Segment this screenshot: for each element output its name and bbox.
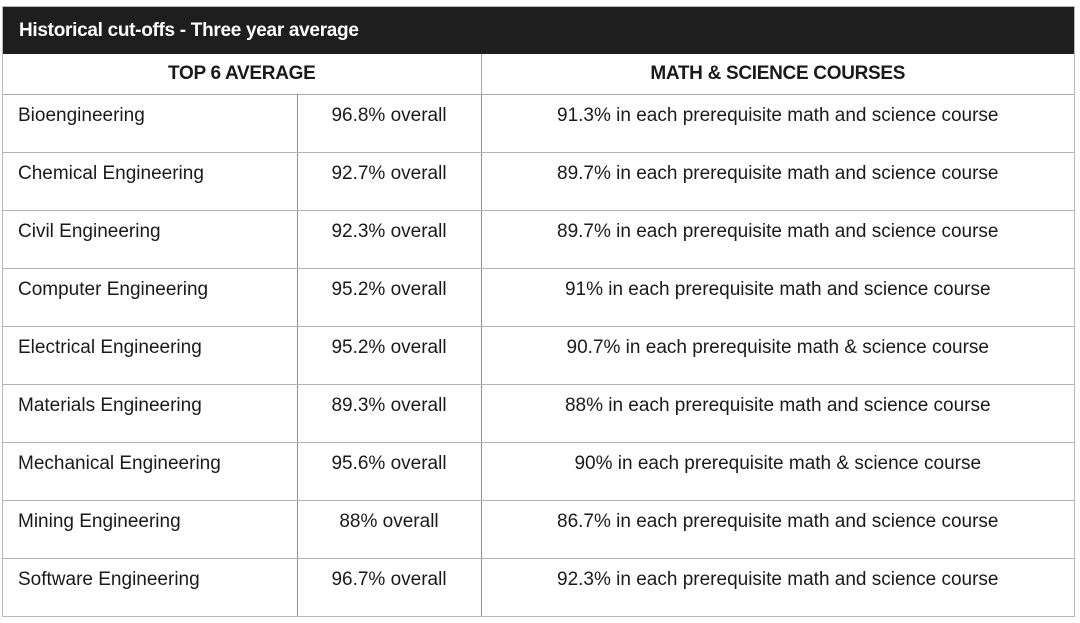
table-row: Electrical Engineering 95.2% overall 90.7%… (3, 326, 1074, 385)
math-science-cell: 91.3% in each prerequisite math and scie… (480, 94, 1074, 153)
overall-average-cell: 96.8% overall (296, 94, 482, 153)
top6-average-header: TOP 6 AVERAGE (3, 54, 482, 95)
overall-average-cell-text: 89.3% overall (331, 394, 447, 416)
overall-average-cell: 92.7% overall (296, 152, 482, 211)
cutoffs-table-card: Historical cut-offs - Three year average… (2, 6, 1075, 617)
overall-average-cell-text: 95.2% overall (331, 336, 447, 358)
overall-average-cell-text: 95.6% overall (331, 452, 447, 474)
table-row: Mining Engineering 88% overall 86.7% in ea… (3, 500, 1074, 559)
program-name-cell: Bioengineering (3, 94, 297, 153)
table-row: Materials Engineering 89.3% overall 88% in… (3, 384, 1074, 443)
math-science-cell-text: 92.3% in each prerequisite math and scie… (557, 568, 999, 590)
program-name-cell: Electrical Engineering (3, 326, 297, 385)
math-science-cell: 92.3% in each prerequisite math and scie… (480, 558, 1074, 616)
overall-average-cell-text: 96.8% overall (331, 104, 447, 126)
table-row: Chemical Engineering 92.7% overall 89.7% i… (3, 152, 1074, 211)
program-name-cell: Materials Engineering (3, 384, 297, 443)
cutoffs-table: TOP 6 AVERAGE MATH & SCIENCE COURSES Bio… (3, 54, 1074, 616)
math-science-cell: 90.7% in each prerequisite math & scienc… (480, 326, 1074, 385)
math-science-cell-text: 91.3% in each prerequisite math and scie… (557, 104, 999, 126)
program-name-cell-text: Computer Engineering (18, 278, 209, 300)
math-science-cell: 86.7% in each prerequisite math and scie… (480, 500, 1074, 559)
table-title: Historical cut-offs - Three year average (3, 7, 1074, 54)
program-name-cell-text: Mining Engineering (18, 510, 181, 532)
math-science-cell: 90% in each prerequisite math & science … (480, 442, 1074, 501)
program-name-cell: Mining Engineering (3, 500, 297, 559)
math-science-cell-text: 86.7% in each prerequisite math and scie… (557, 510, 999, 532)
math-science-cell: 88% in each prerequisite math and scienc… (480, 384, 1074, 443)
program-name-cell: Mechanical Engineering (3, 442, 297, 501)
program-name-cell: Chemical Engineering (3, 152, 297, 211)
program-name-cell-text: Civil Engineering (18, 220, 161, 242)
overall-average-cell: 95.6% overall (296, 442, 482, 501)
math-science-cell: 89.7% in each prerequisite math and scie… (480, 152, 1074, 211)
header-row: TOP 6 AVERAGE MATH & SCIENCE COURSES (3, 54, 1074, 95)
math-science-cell-text: 88% in each prerequisite math and scienc… (564, 394, 991, 416)
program-name-cell: Software Engineering (3, 558, 297, 616)
program-name-cell-text: Software Engineering (18, 568, 200, 590)
program-name-cell-text: Mechanical Engineering (18, 452, 221, 474)
math-science-cell-text: 90% in each prerequisite math & science … (574, 452, 982, 474)
overall-average-cell: 88% overall (296, 500, 482, 559)
overall-average-cell-text: 88% overall (339, 510, 439, 532)
overall-average-cell-text: 92.3% overall (331, 220, 447, 242)
table-row: Bioengineering 96.8% overall 91.3% in each… (3, 94, 1074, 153)
table-row: Software Engineering 96.7% overall 92.3% i… (3, 558, 1074, 616)
program-name-cell-text: Electrical Engineering (18, 336, 202, 358)
math-science-cell: 91% in each prerequisite math and scienc… (480, 268, 1074, 327)
overall-average-cell: 95.2% overall (296, 268, 482, 327)
overall-average-cell-text: 92.7% overall (331, 162, 447, 184)
overall-average-cell-text: 96.7% overall (331, 568, 447, 590)
overall-average-cell: 89.3% overall (296, 384, 482, 443)
math-science-header: MATH & SCIENCE COURSES (480, 54, 1074, 95)
table-row: Civil Engineering 92.3% overall 89.7% in e… (3, 210, 1074, 269)
program-name-cell-text: Chemical Engineering (18, 162, 204, 184)
math-science-cell-text: 89.7% in each prerequisite math and scie… (557, 162, 999, 184)
math-science-cell: 89.7% in each prerequisite math and scie… (480, 210, 1074, 269)
overall-average-cell-text: 95.2% overall (331, 278, 447, 300)
program-name-cell-text: Materials Engineering (18, 394, 202, 416)
program-name-cell: Civil Engineering (3, 210, 297, 269)
overall-average-cell: 92.3% overall (296, 210, 482, 269)
overall-average-cell: 95.2% overall (296, 326, 482, 385)
program-name-cell-text: Bioengineering (18, 104, 145, 126)
table-body: Bioengineering 96.8% overall 91.3% in each… (3, 94, 1074, 616)
math-science-cell-text: 89.7% in each prerequisite math and scie… (557, 220, 999, 242)
table-row: Computer Engineering 95.2% overall 91% in … (3, 268, 1074, 327)
program-name-cell: Computer Engineering (3, 268, 297, 327)
math-science-cell-text: 91% in each prerequisite math and scienc… (564, 278, 991, 300)
overall-average-cell: 96.7% overall (296, 558, 482, 616)
math-science-cell-text: 90.7% in each prerequisite math & scienc… (566, 336, 989, 358)
table-row: Mechanical Engineering 95.6% overall 90% i… (3, 442, 1074, 501)
